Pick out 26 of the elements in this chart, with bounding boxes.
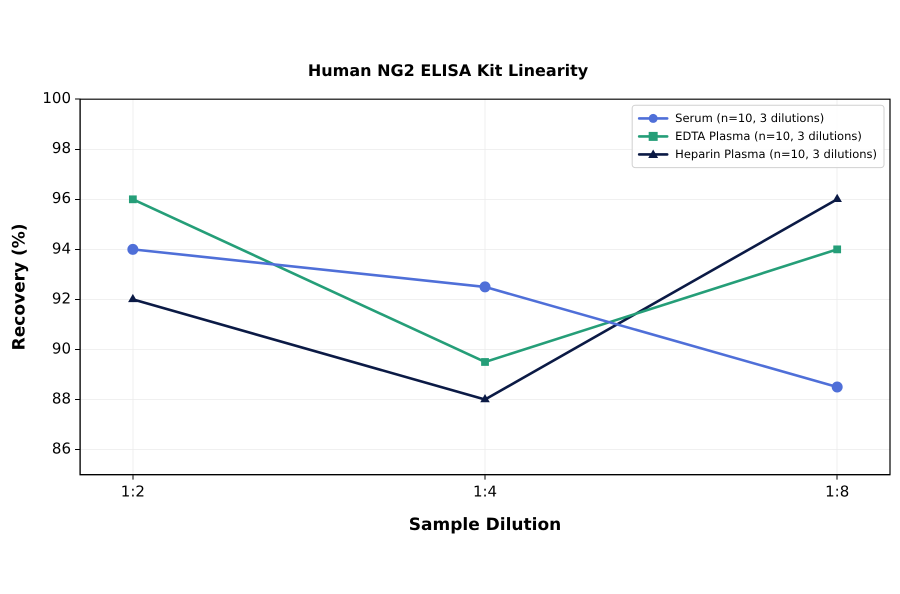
point (127, 244, 138, 255)
y-tick-label: 98 (52, 139, 72, 158)
x-axis-title: Sample Dilution (408, 515, 562, 536)
y-tick-label: 94 (52, 239, 72, 258)
y-tick-label: 86 (52, 439, 72, 458)
point (832, 382, 843, 393)
point (128, 294, 138, 302)
point (833, 245, 842, 254)
x-tick-label: 1:8 (825, 482, 850, 500)
y-tick-label: 88 (52, 389, 72, 408)
x-tick-label: 1:4 (472, 482, 498, 500)
legend-label: Serum (n=10, 3 dilutions) (675, 110, 824, 125)
y-tick-label: 90 (52, 339, 72, 358)
y-tick-label: 92 (52, 289, 72, 308)
y-tick-label: 100 (42, 89, 72, 108)
point (480, 394, 490, 402)
legend-label: Heparin Plasma (n=10, 3 dilutions) (675, 146, 878, 161)
legend-label: EDTA Plasma (n=10, 3 dilutions) (675, 128, 862, 143)
point (128, 195, 137, 204)
x-tick-label: 1:2 (120, 482, 145, 500)
point (481, 358, 489, 366)
point (832, 194, 842, 202)
y-axis-title: Recovery (%) (10, 223, 30, 350)
y-tick-label: 96 (52, 189, 72, 208)
point (480, 281, 491, 292)
chart-title: Human NG2 ELISA Kit Linearity (308, 60, 589, 80)
